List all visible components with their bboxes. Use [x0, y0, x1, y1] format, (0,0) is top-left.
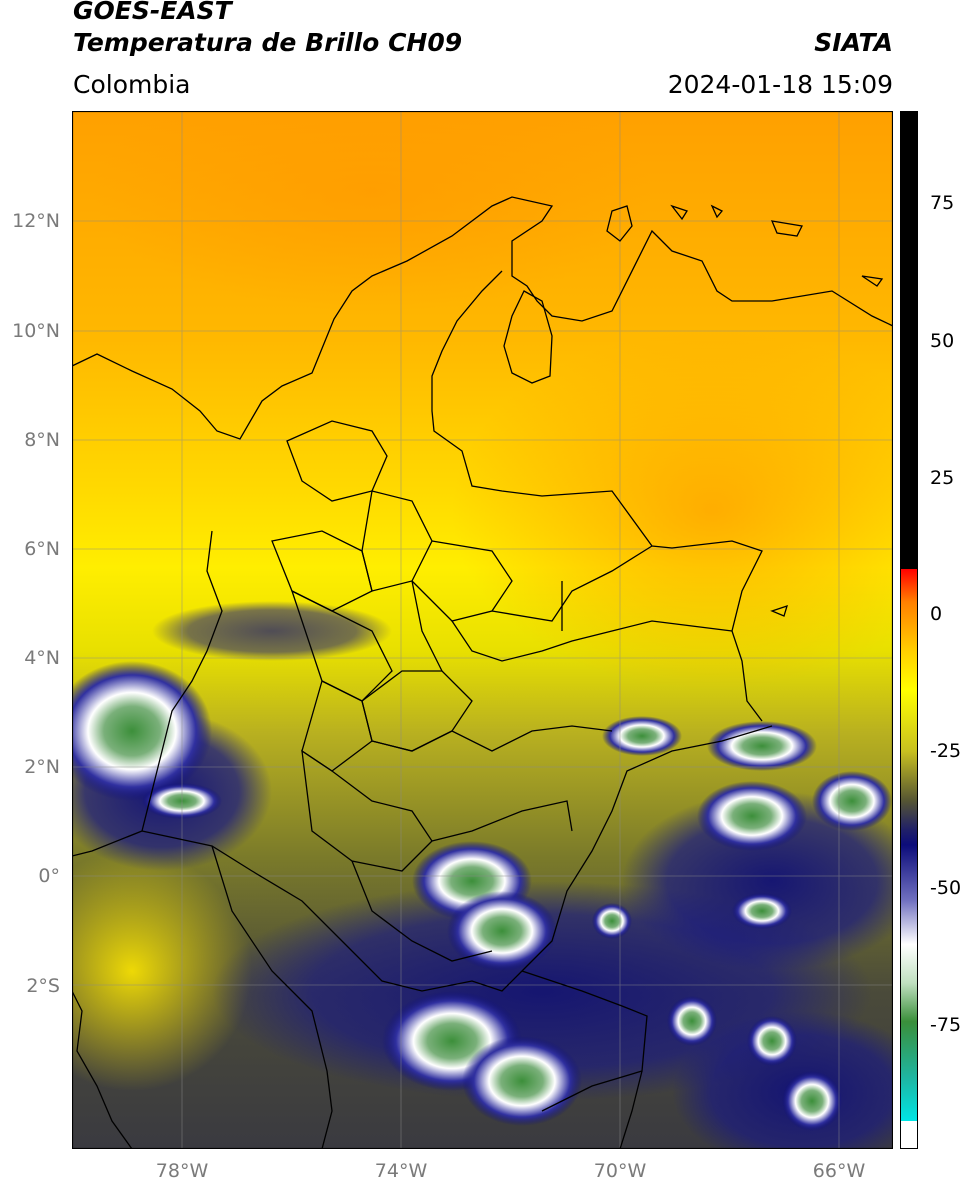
- borders: [72, 196, 893, 1149]
- colorbar-tick-neg25: -25: [930, 740, 962, 762]
- lat-label-2n: 2°N: [24, 756, 60, 778]
- colorbar-tick-50: 50: [930, 330, 955, 352]
- colorbar-tick-neg75: -75: [930, 1014, 962, 1036]
- lat-label-12n: 12°N: [12, 210, 60, 232]
- satellite-title: GOES-EAST: [73, 0, 232, 25]
- lat-label-0: 0°: [38, 865, 60, 887]
- colorbar-tick-0: 0: [930, 603, 943, 625]
- brand-label: SIATA: [814, 28, 893, 57]
- lat-label-8n: 8°N: [24, 429, 60, 451]
- lon-label-74w: 74°W: [374, 1160, 428, 1182]
- lat-label-2s: 2°S: [26, 975, 60, 997]
- region-label: Colombia: [73, 70, 191, 99]
- lon-label-70w: 70°W: [593, 1160, 647, 1182]
- colorbar-tick-25: 25: [930, 467, 955, 489]
- lat-label-10n: 10°N: [12, 320, 60, 342]
- cloud-cluster-pacific: [72, 661, 212, 801]
- colorbar: [900, 111, 918, 1149]
- lon-label-78w: 78°W: [155, 1160, 209, 1182]
- lat-label-4n: 4°N: [24, 647, 60, 669]
- colorbar-tick-75: 75: [930, 192, 955, 214]
- timestamp-label: 2024-01-18 15:09: [667, 70, 893, 99]
- lon-label-66w: 66°W: [812, 1160, 866, 1182]
- map-frame: [72, 111, 893, 1149]
- lat-label-6n: 6°N: [24, 538, 60, 560]
- product-title: Temperatura de Brillo CH09: [73, 28, 463, 57]
- colorbar-tick-neg50: -50: [930, 877, 962, 899]
- satellite-map: [72, 111, 893, 1149]
